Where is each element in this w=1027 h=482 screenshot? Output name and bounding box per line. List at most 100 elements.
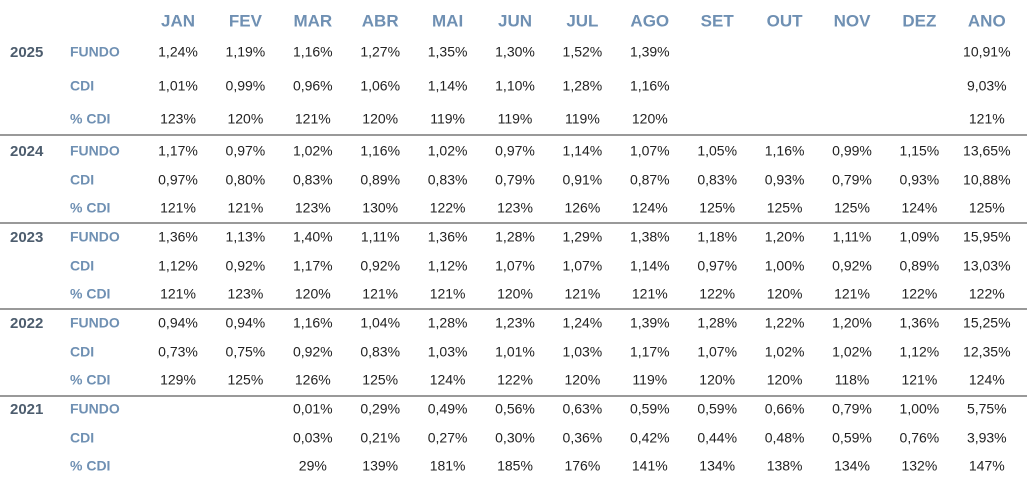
cell-value: 0,99% — [226, 78, 266, 94]
cell-value: 0,92% — [832, 258, 872, 274]
cell-value: 1,10% — [495, 78, 535, 94]
cell-value: 0,48% — [765, 430, 805, 446]
cell-value: 10,91% — [963, 44, 1010, 60]
cell-value: 124% — [969, 372, 1005, 388]
cell-value: 0,99% — [832, 143, 872, 159]
cell-value: 0,87% — [630, 172, 670, 188]
year-label: 2025 — [10, 44, 43, 61]
cell-value: 0,66% — [765, 401, 805, 417]
cell-value: 129% — [160, 372, 196, 388]
cell-value: 1,02% — [832, 344, 872, 360]
cell-value: 9,03% — [967, 78, 1007, 94]
cell-value: 123% — [295, 200, 331, 216]
cell-value: 1,01% — [495, 344, 535, 360]
cell-value: 1,29% — [563, 229, 603, 245]
column-header: MAR — [293, 11, 332, 30]
cell-value: 134% — [699, 458, 735, 474]
cell-value: 1,24% — [563, 315, 603, 331]
row-label: % CDI — [70, 286, 110, 302]
cell-value: 1,52% — [563, 44, 603, 60]
cell-value: 1,07% — [697, 344, 737, 360]
cell-value: 1,15% — [900, 143, 940, 159]
cell-value: 0,97% — [495, 143, 535, 159]
cell-value: 1,02% — [428, 143, 468, 159]
column-header: ABR — [362, 11, 399, 30]
cell-value: 125% — [699, 200, 735, 216]
cell-value: 1,23% — [495, 315, 535, 331]
cell-value: 122% — [699, 286, 735, 302]
cell-value: 1,19% — [226, 44, 266, 60]
cell-value: 120% — [632, 111, 668, 127]
cell-value: 181% — [430, 458, 466, 474]
cell-value: 1,20% — [832, 315, 872, 331]
cell-value: 120% — [564, 372, 600, 388]
cell-value: 15,25% — [963, 315, 1010, 331]
cell-value: 176% — [564, 458, 600, 474]
cell-value: 0,01% — [293, 401, 333, 417]
cell-value: 1,07% — [563, 258, 603, 274]
cell-value: 0,97% — [226, 143, 266, 159]
cell-value: 1,36% — [428, 229, 468, 245]
cell-value: 0,83% — [697, 172, 737, 188]
cell-value: 1,16% — [293, 315, 333, 331]
row-label: FUNDO — [70, 44, 120, 60]
cell-value: 1,39% — [630, 44, 670, 60]
cell-value: 1,14% — [428, 78, 468, 94]
cell-value: 1,17% — [158, 143, 198, 159]
cell-value: 122% — [497, 372, 533, 388]
cell-value: 12,35% — [963, 344, 1010, 360]
cell-value: 0,42% — [630, 430, 670, 446]
cell-value: 0,91% — [563, 172, 603, 188]
cell-value: 1,16% — [360, 143, 400, 159]
cell-value: 0,93% — [900, 172, 940, 188]
cell-value: 0,94% — [158, 315, 198, 331]
cell-value: 1,01% — [158, 78, 198, 94]
cell-value: 0,92% — [293, 344, 333, 360]
cell-value: 0,27% — [428, 430, 468, 446]
cell-value: 0,94% — [226, 315, 266, 331]
cell-value: 1,39% — [630, 315, 670, 331]
row-label: CDI — [70, 78, 94, 94]
column-header: FEV — [229, 11, 263, 30]
cell-value: 126% — [295, 372, 331, 388]
cell-value: 124% — [430, 372, 466, 388]
cell-value: 0,92% — [226, 258, 266, 274]
cell-value: 121% — [632, 286, 668, 302]
column-header: JUL — [566, 11, 598, 30]
cell-value: 119% — [430, 111, 465, 127]
cell-value: 1,14% — [563, 143, 603, 159]
cell-value: 0,76% — [900, 430, 940, 446]
cell-value: 124% — [632, 200, 668, 216]
cell-value: 121% — [834, 286, 870, 302]
cell-value: 0,93% — [765, 172, 805, 188]
cell-value: 120% — [767, 372, 803, 388]
cell-value: 0,21% — [360, 430, 400, 446]
cell-value: 125% — [362, 372, 398, 388]
cell-value: 119% — [498, 111, 533, 127]
cell-value: 1,20% — [765, 229, 805, 245]
cell-value: 0,79% — [495, 172, 535, 188]
cell-value: 122% — [969, 286, 1005, 302]
cell-value: 121% — [564, 286, 600, 302]
cell-value: 125% — [227, 372, 263, 388]
cell-value: 0,79% — [832, 172, 872, 188]
cell-value: 147% — [969, 458, 1005, 474]
column-header: NOV — [834, 11, 872, 30]
cell-value: 1,38% — [630, 229, 670, 245]
cell-value: 0,63% — [563, 401, 603, 417]
cell-value: 132% — [901, 458, 937, 474]
cell-value: 0,96% — [293, 78, 333, 94]
cell-value: 141% — [632, 458, 668, 474]
cell-value: 0,59% — [630, 401, 670, 417]
cell-value: 0,59% — [697, 401, 737, 417]
cell-value: 1,12% — [428, 258, 468, 274]
cell-value: 0,49% — [428, 401, 468, 417]
cell-value: 1,11% — [833, 229, 872, 245]
cell-value: 3,93% — [967, 430, 1007, 446]
cell-value: 1,02% — [765, 344, 805, 360]
cell-value: 29% — [299, 458, 327, 474]
cell-value: 0,97% — [158, 172, 198, 188]
cell-value: 1,09% — [900, 229, 940, 245]
cell-value: 123% — [160, 111, 196, 127]
cell-value: 123% — [227, 286, 263, 302]
